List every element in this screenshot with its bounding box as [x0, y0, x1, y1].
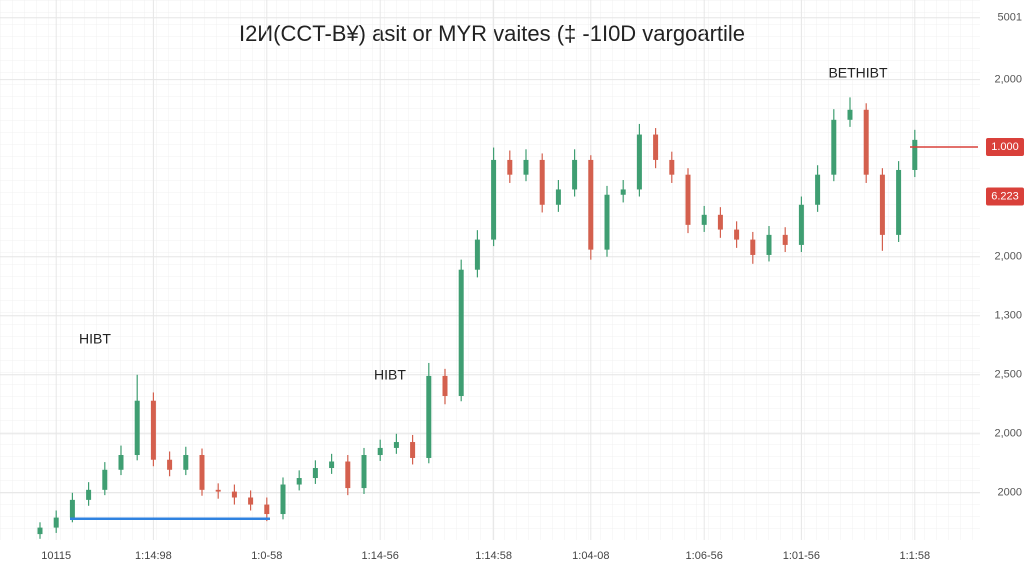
x-tick-label: 10115 [41, 550, 71, 562]
candle-body [539, 159, 545, 205]
price-badge [986, 187, 1024, 206]
x-tick-label: 1:01-56 [783, 550, 820, 562]
candle-body [896, 169, 902, 235]
candle-body [782, 234, 788, 245]
x-tick-label: 1:14:98 [135, 550, 172, 562]
candle-body [912, 139, 918, 170]
candle-body [134, 400, 140, 456]
candle-body [69, 499, 75, 518]
candle-body [636, 134, 642, 190]
candle-body [458, 269, 464, 396]
price-badge-label: 1.000 [991, 141, 1019, 153]
candle-body [312, 468, 318, 479]
annotation: HIBT [374, 367, 406, 383]
candle-body [264, 504, 270, 515]
candle-body [86, 489, 92, 500]
chart-title: I2И(CCT-B¥) asit or MYR vaites (‡ -1I0D … [239, 21, 745, 46]
price-badge-label: 6.223 [991, 190, 1019, 202]
candle-body [53, 517, 59, 528]
candle-body [215, 489, 221, 492]
y-tick-label: 2000 [998, 487, 1022, 499]
candle-body [879, 174, 885, 235]
candle-body [523, 159, 529, 175]
candle-body [426, 375, 432, 458]
candle-body [377, 447, 383, 456]
candle-body [620, 189, 626, 195]
annotation: BETHIBT [828, 65, 888, 81]
candle-body [717, 214, 723, 230]
y-tick-label: 2,000 [994, 428, 1022, 440]
candle-body [231, 491, 237, 498]
candle-body [118, 455, 124, 470]
annotation: HIBT [79, 331, 111, 347]
candle-body [734, 229, 740, 240]
candle-body [750, 239, 756, 255]
candle-body [766, 234, 772, 255]
candle-body [150, 400, 156, 460]
candle-body [167, 459, 173, 470]
candle-body [831, 119, 837, 175]
candle-body [555, 189, 561, 205]
candle-body [345, 461, 351, 489]
candle-body [280, 484, 286, 515]
x-tick-label: 1:14-56 [362, 550, 399, 562]
candle-body [863, 109, 869, 175]
candle-body [248, 497, 254, 505]
y-tick-label: 2,000 [994, 74, 1022, 86]
y-tick-label: 5001 [998, 12, 1022, 24]
candle-body [199, 455, 205, 490]
x-tick-label: 1:0-58 [251, 550, 282, 562]
y-tick-label: 2,000 [994, 251, 1022, 263]
x-tick-label: 1:06-56 [686, 550, 723, 562]
y-tick-label: 2,500 [994, 369, 1022, 381]
candle-body [37, 527, 43, 535]
candle-body [102, 469, 108, 490]
candle-body [604, 194, 610, 250]
x-tick-label: 1:04-08 [572, 550, 609, 562]
candle-body [393, 442, 399, 448]
candle-body [329, 461, 335, 468]
candle-body [572, 159, 578, 190]
candle-body [685, 174, 691, 225]
candle-body [507, 159, 513, 175]
candle-body [847, 109, 853, 120]
candle-body [442, 375, 448, 396]
price-badge [986, 137, 1024, 156]
candle-body [815, 174, 821, 205]
candle-body [798, 204, 804, 245]
candle-body [701, 214, 707, 225]
candle-body [361, 455, 367, 489]
candle-body [669, 159, 675, 175]
x-tick-label: 1:1:58 [900, 550, 931, 562]
x-tick-label: 1:14:58 [475, 550, 512, 562]
candle-body [491, 159, 497, 240]
candle-body [588, 159, 594, 250]
candle-body [410, 442, 416, 458]
y-tick-label: 1,300 [994, 310, 1022, 322]
candle-body [653, 134, 659, 160]
candle-body [296, 478, 302, 485]
candle-body [474, 239, 480, 270]
candle-body [183, 455, 189, 470]
background-grid [0, 0, 980, 540]
